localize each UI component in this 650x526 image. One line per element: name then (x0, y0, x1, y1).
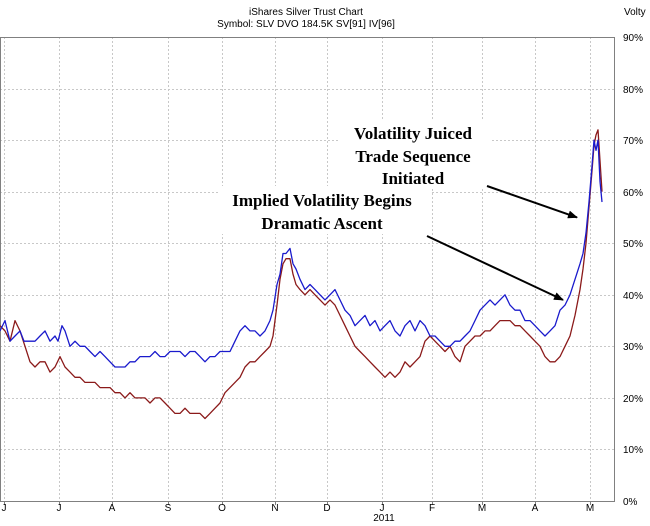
annotation-juiced-line-2: Trade Sequence (355, 147, 471, 166)
x-tick-label: S (165, 503, 172, 514)
x-tick-label: J (2, 503, 7, 514)
chart-subtitle: Symbol: SLV DVO 184.5K SV[91] IV[96] (217, 19, 395, 30)
annotation-juiced: Volatility Juiced Trade Sequence Initiat… (340, 120, 578, 219)
x-tick-label: N (271, 503, 278, 514)
y-tick-label: 30% (623, 342, 643, 353)
annotation-juiced-arrow (486, 185, 578, 219)
x-tick-label: M (586, 503, 594, 514)
grid-lines (0, 37, 614, 501)
series-line-statistical-volatility (0, 129, 603, 420)
annotation-ascent-arrow (426, 235, 564, 301)
x-axis-year-label: 2011 (373, 513, 395, 524)
y-tick-label: 0% (623, 497, 638, 508)
y-tick-label: 20% (623, 394, 643, 405)
x-tick-label: M (478, 503, 486, 514)
y-tick-label: 10% (623, 445, 643, 456)
annotation-juiced-line-3: Initiated (382, 169, 445, 188)
y-tick-label: 80% (623, 85, 643, 96)
x-tick-label: D (323, 503, 330, 514)
plot-frame (0, 37, 615, 502)
y-tick-label: 40% (623, 291, 643, 302)
y-axis-label: Volty (624, 7, 646, 18)
chart-title: iShares Silver Trust Chart (249, 7, 363, 18)
annotation-juiced-line-1: Volatility Juiced (354, 124, 472, 143)
x-tick-label: O (218, 503, 226, 514)
x-tick-label: J (57, 503, 62, 514)
x-tick-label: A (109, 503, 116, 514)
annotation-ascent-line-2: Dramatic Ascent (261, 214, 383, 233)
y-tick-label: 50% (623, 239, 643, 250)
y-axis-ticks: 90% 80% 70% 60% 50% 40% 30% 20% 10% 0% (623, 33, 643, 508)
series-line-implied-volatility (0, 139, 603, 368)
x-tick-label: F (429, 503, 435, 514)
y-tick-label: 60% (623, 188, 643, 199)
annotation-ascent: Implied Volatility Begins Dramatic Ascen… (218, 186, 564, 301)
x-tick-label: A (532, 503, 539, 514)
x-tick-label: J (380, 503, 385, 514)
y-tick-label: 90% (623, 33, 643, 44)
series-layer (0, 129, 603, 420)
annotation-ascent-line-1: Implied Volatility Begins (232, 191, 412, 210)
y-tick-label: 70% (623, 136, 643, 147)
